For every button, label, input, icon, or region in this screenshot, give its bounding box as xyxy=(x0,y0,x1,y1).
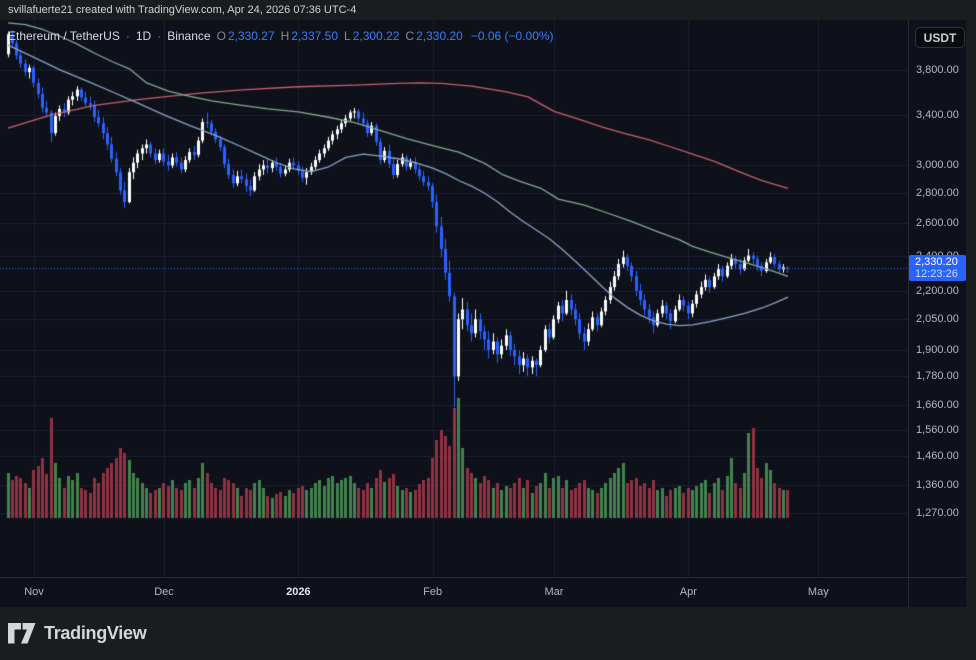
legend-high-value: 2,337.50 xyxy=(291,29,339,43)
attribution-text: svillafuerte21 created with TradingView.… xyxy=(8,4,357,16)
legend-low-value: 2,300.22 xyxy=(352,29,400,43)
month-label: Nov xyxy=(24,586,44,598)
interval-label[interactable]: 1D xyxy=(135,29,152,43)
legend-close-value: 2,330.20 xyxy=(416,29,463,43)
badge-countdown: 12:23:26 xyxy=(915,267,958,280)
symbol-title[interactable]: Ethereum / TetherUS xyxy=(8,29,120,43)
legend-low-label: L xyxy=(344,29,351,43)
legend-close-label: C xyxy=(405,29,415,43)
price-tick-label: 1,560.00 xyxy=(916,423,959,436)
symbol-legend: Ethereum / TetherUS · 1D · Binance O 2,33… xyxy=(8,29,554,43)
month-label: 2026 xyxy=(286,586,311,598)
month-label: Apr xyxy=(679,586,697,598)
price-axis[interactable]: 3,800.00 3,400.00 3,000.00 2,800.00 2,600.00… xyxy=(908,20,966,607)
price-tick-label: 1,900.00 xyxy=(916,343,959,356)
tradingview-logo-icon xyxy=(8,623,36,644)
legend-separator: · xyxy=(125,29,130,43)
price-tick-label: 2,600.00 xyxy=(916,217,959,230)
legend-high-label: H xyxy=(280,29,290,43)
month-label: Mar xyxy=(544,586,564,598)
currency-toggle-button[interactable]: USDT xyxy=(915,27,965,48)
time-axis[interactable]: Nov Dec 2026 Feb Mar Apr May xyxy=(0,577,966,607)
month-label: May xyxy=(807,586,829,598)
month-label: Feb xyxy=(423,586,443,598)
price-tick-label: 2,200.00 xyxy=(916,284,959,297)
legend-change-value: −0.06 (−0.00%) xyxy=(470,29,554,43)
exchange-label: Binance xyxy=(167,29,211,43)
price-tick-label: 3,800.00 xyxy=(916,63,959,76)
footer-bar: TradingView xyxy=(0,607,976,660)
price-tick-label: 2,050.00 xyxy=(916,313,959,326)
candlestick-chart-canvas[interactable] xyxy=(0,20,908,577)
price-tick-label: 2,800.00 xyxy=(916,187,959,200)
badge-price: 2,330.20 xyxy=(915,255,958,268)
price-tick-label: 3,400.00 xyxy=(916,108,959,121)
legend-open-label: O xyxy=(216,29,226,43)
tradingview-logo[interactable]: TradingView xyxy=(8,623,147,644)
price-tick-label: 1,660.00 xyxy=(916,398,959,411)
price-tick-label: 1,460.00 xyxy=(916,450,959,463)
attribution-bar: svillafuerte21 created with TradingView.… xyxy=(0,0,976,20)
legend-separator: · xyxy=(157,29,162,43)
month-label: Dec xyxy=(154,586,174,598)
legend-open-value: 2,330.27 xyxy=(227,29,275,43)
price-tick-label: 1,360.00 xyxy=(916,479,959,492)
brand-name: TradingView xyxy=(44,623,147,643)
price-tick-label: 1,270.00 xyxy=(916,506,959,519)
price-tick-label: 1,780.00 xyxy=(916,370,959,383)
price-tick-label: 3,000.00 xyxy=(916,159,959,172)
chart-panel: Ethereum / TetherUS · 1D · Binance O 2,33… xyxy=(0,20,966,607)
current-price-badge[interactable]: 2,330.20 12:23:26 xyxy=(909,254,966,281)
